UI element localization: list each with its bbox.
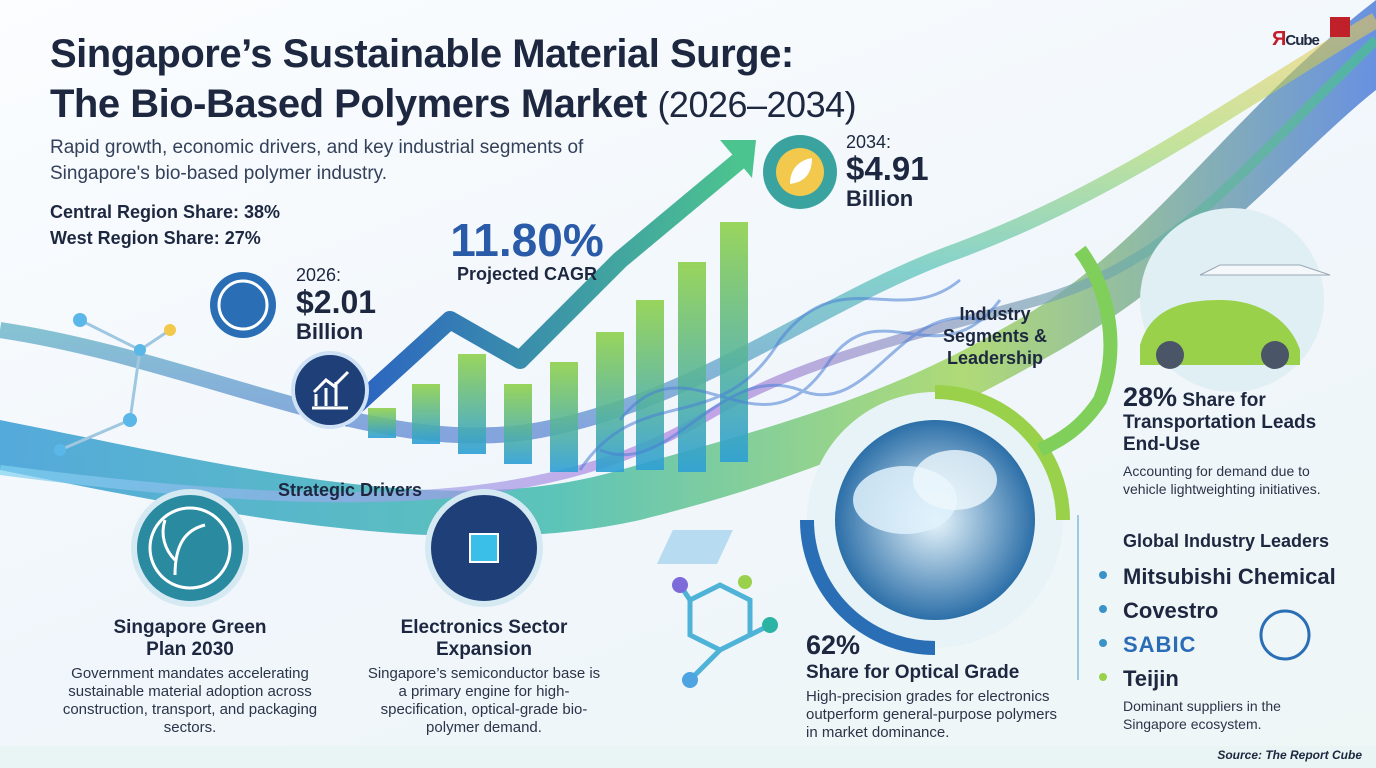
driver-title: Electronics Sector Expansion	[400, 617, 568, 660]
subtitle: Rapid growth, economic drivers, and key …	[50, 137, 584, 184]
region-share: West Region Share: 27%	[50, 228, 261, 248]
transport-title: 28% Share for Transportation Leads End-U…	[1123, 384, 1323, 456]
transport-share: 28%	[1123, 382, 1178, 412]
end-unit: Billion	[846, 186, 914, 211]
optical-share: 62%	[806, 630, 861, 660]
start-value: $2.01	[296, 284, 377, 320]
leader-name: Covestro	[1123, 598, 1219, 623]
start-year: 2026:	[296, 265, 342, 285]
logo: ЯCube	[1272, 28, 1320, 51]
optical-title: Share for Optical Grade	[806, 662, 1020, 683]
drivers-heading: Strategic Drivers	[277, 480, 423, 500]
title-years: (2026–2034)	[657, 84, 857, 125]
transport-text: Share for Transportation Leads End-Use	[1123, 390, 1317, 455]
leader-name: Teijin	[1123, 666, 1179, 691]
logo-word: Cube	[1285, 32, 1319, 49]
start-unit: Billion	[296, 319, 364, 344]
optical-text: High-precision grades for electronics ou…	[806, 688, 1057, 741]
transport-desc: Accounting for demand due to vehicle lig…	[1123, 463, 1321, 497]
region-share: Central Region Share: 38%	[50, 202, 281, 222]
end-value: $4.91	[846, 150, 929, 187]
segments-heading: Industry Segments & Leadership	[942, 304, 1048, 368]
cagr-value: 11.80%	[450, 214, 604, 266]
end-year: 2034:	[846, 132, 892, 152]
driver-text: Singapore’s semiconductor base is a prim…	[367, 665, 601, 736]
cagr-label: Projected CAGR	[456, 264, 598, 284]
leaders-heading: Global Industry Leaders	[1123, 531, 1330, 551]
title-line: The Bio-Based Polymers Market (2026–2034…	[50, 82, 857, 127]
leader-name: Mitsubishi Chemical	[1123, 564, 1336, 589]
driver-title: Singapore Green Plan 2030	[113, 617, 267, 660]
source: Source: The Report Cube	[1217, 748, 1362, 762]
leaders-text: Dominant suppliers in the Singapore ecos…	[1123, 698, 1281, 732]
title-text: The Bio-Based Polymers Market	[50, 82, 647, 126]
driver-text: Government mandates accelerating sustain…	[62, 665, 318, 736]
leader-name: SABIC	[1123, 632, 1197, 657]
logo-mark: Я	[1272, 28, 1286, 50]
title-line: Singapore’s Sustainable Material Surge:	[50, 32, 794, 76]
